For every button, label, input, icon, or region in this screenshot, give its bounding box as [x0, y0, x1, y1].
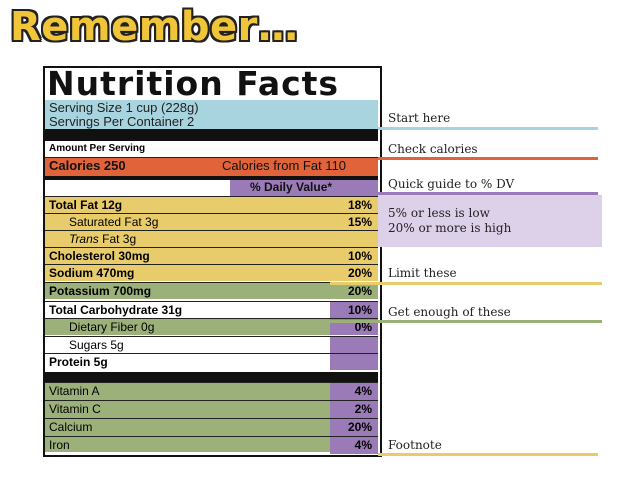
vitamin-dv: 4% — [354, 438, 372, 452]
nutrient-name: Dietary Fiber 0g — [69, 320, 155, 334]
dv-cell — [330, 283, 378, 299]
check-calories-line — [378, 157, 598, 160]
vitamin-name: Iron — [49, 438, 70, 452]
dv-header-row — [45, 176, 378, 200]
amount-per-serving: Amount Per Serving — [49, 143, 146, 154]
thick-divider — [45, 129, 378, 141]
limit-these-text: Limit these — [388, 266, 457, 280]
get-enough-line — [330, 320, 602, 323]
slide-title: Remember… — [10, 4, 299, 50]
dv-cell — [330, 354, 378, 370]
start-here-text: Start here — [388, 111, 451, 125]
high-text: 20% or more is high — [388, 221, 512, 235]
dv-cell — [330, 437, 378, 454]
nutrient-dv: 15% — [347, 215, 372, 229]
nutrient-row: Protein 5g — [45, 353, 378, 370]
nutrient-name: Total Fat 12g — [49, 198, 123, 212]
dv-cell — [330, 401, 378, 418]
nutrient-name: Cholesterol 30mg — [49, 249, 150, 263]
quick-guide-line — [378, 192, 598, 195]
vitamin-divider — [45, 372, 378, 382]
calories-band — [45, 157, 378, 176]
nutrient-row: Total Fat 12g 18% — [45, 196, 378, 213]
footnote-line — [378, 453, 598, 456]
vitamin-row: Vitamin A 4% — [45, 382, 378, 400]
nutrient-row: Trans Fat 3g — [45, 230, 378, 247]
nutrient-dv: 10% — [347, 303, 372, 317]
dv-cell — [330, 302, 378, 318]
calories-from-fat: Calories from Fat 110 — [222, 158, 347, 173]
dv-cell — [330, 337, 378, 353]
nutrient-dv: 18% — [347, 198, 372, 212]
nutrient-dv: 10% — [347, 249, 372, 263]
nutrient-name: Total Carbohydrate 31g — [49, 303, 183, 317]
dv-cell — [330, 197, 378, 213]
dv-cell — [330, 248, 378, 264]
serving-info-band — [45, 100, 378, 129]
vitamin-row: Calcium 20% — [45, 418, 378, 436]
vitamin-row: Vitamin C 2% — [45, 400, 378, 418]
nutrient-row: Total Carbohydrate 31g 10% — [45, 301, 378, 318]
nutrient-row: Potassium 700mg 20% — [45, 282, 378, 299]
dv-guide-box — [378, 195, 602, 247]
dv-cell — [330, 231, 378, 247]
dv-cell — [330, 214, 378, 230]
nutrient-name: Trans Fat 3g — [69, 232, 137, 246]
nutrient-dv: 20% — [347, 266, 372, 280]
nutrient-name: Sugars 5g — [69, 338, 124, 352]
nutrient-row: Dietary Fiber 0g 0% — [45, 318, 378, 335]
quick-guide-text: Quick guide to % DV — [388, 177, 515, 191]
nutrient-row: Saturated Fat 3g 15% — [45, 213, 378, 230]
daily-value-header: % Daily Value* — [250, 180, 333, 194]
dv-header-band — [230, 180, 378, 196]
calories: Calories 250 — [49, 158, 126, 173]
nutrient-name: Protein 5g — [49, 355, 108, 369]
start-here-line — [378, 127, 598, 130]
dv-cell — [330, 383, 378, 400]
servings-per-container: Servings Per Container 2 — [49, 114, 195, 129]
nutrient-dv: 0% — [354, 320, 372, 334]
vitamin-dv: 2% — [354, 402, 372, 416]
dv-cell — [330, 419, 378, 436]
vitamin-dv: 4% — [354, 384, 372, 398]
vitamin-dv: 20% — [347, 420, 372, 434]
footnote-text: Footnote — [388, 438, 442, 452]
nutrient-row: Cholesterol 30mg 10% — [45, 247, 378, 264]
nutrient-row: Sodium 470mg 20% — [45, 264, 378, 281]
nutrient-name: Saturated Fat 3g — [69, 215, 159, 229]
serving-size: Serving Size 1 cup (228g) — [49, 100, 199, 115]
check-calories-text: Check calories — [388, 142, 478, 156]
nutrient-name: Potassium 700mg — [49, 284, 152, 298]
dv-cell — [330, 319, 378, 335]
get-enough-text: Get enough of these — [388, 305, 511, 319]
nutrient-row: Sugars 5g — [45, 336, 378, 353]
vitamin-row: Iron 4% — [45, 436, 378, 454]
limit-these-line — [330, 282, 602, 285]
vitamin-name: Vitamin C — [49, 402, 101, 416]
nutrition-facts-heading: Nutrition Facts — [47, 64, 340, 103]
vitamin-name: Calcium — [49, 420, 93, 434]
dv-cell — [330, 265, 378, 281]
nutrient-dv: 20% — [347, 284, 372, 298]
vitamin-name: Vitamin A — [49, 384, 100, 398]
nutrient-name: Sodium 470mg — [49, 266, 135, 280]
low-text: 5% or less is low — [388, 206, 490, 220]
